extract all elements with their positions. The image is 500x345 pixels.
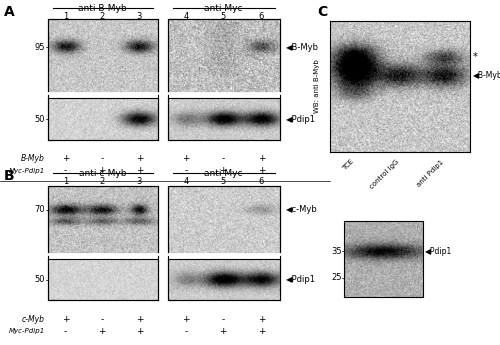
Text: ◀Pdip1: ◀Pdip1 [425, 247, 452, 256]
Text: +: + [98, 166, 106, 175]
Text: 6: 6 [259, 12, 264, 21]
Text: 1: 1 [63, 177, 68, 186]
Text: 50: 50 [34, 275, 45, 284]
Text: ◀B-Myb: ◀B-Myb [472, 71, 500, 80]
Text: anti Pdip1: anti Pdip1 [416, 159, 445, 188]
Text: ◀c-Myb: ◀c-Myb [286, 205, 318, 214]
Text: 3: 3 [136, 177, 142, 186]
Text: -: - [222, 154, 225, 163]
Text: 5: 5 [220, 12, 226, 21]
Text: -: - [184, 327, 188, 336]
Text: -: - [184, 166, 188, 175]
Text: +: + [258, 154, 265, 163]
Text: +: + [258, 327, 265, 336]
Text: c-Myb: c-Myb [22, 315, 45, 324]
Text: 5: 5 [220, 177, 226, 186]
Text: anti B-Myb: anti B-Myb [78, 4, 127, 13]
Text: 4: 4 [184, 177, 188, 186]
Text: 70: 70 [34, 205, 45, 214]
Text: Myc-Pdip1: Myc-Pdip1 [9, 328, 45, 334]
Text: B: B [4, 169, 14, 183]
Bar [48, 19, 158, 140]
Bar [48, 186, 158, 300]
Text: Myc-Pdip1: Myc-Pdip1 [9, 168, 45, 174]
Text: anti c-Myb: anti c-Myb [79, 169, 126, 178]
Text: -: - [64, 166, 68, 175]
Text: 6: 6 [259, 177, 264, 186]
Text: control IgG: control IgG [368, 159, 400, 190]
Text: +: + [62, 315, 70, 324]
Text: anti Myc: anti Myc [204, 4, 243, 13]
Text: ◀Pdip1: ◀Pdip1 [286, 275, 316, 284]
Bar [168, 186, 280, 300]
Text: +: + [258, 166, 265, 175]
Text: -: - [222, 315, 225, 324]
Text: WB: anti B-Myb: WB: anti B-Myb [314, 59, 320, 113]
Text: TCE: TCE [342, 159, 355, 172]
Text: +: + [136, 315, 143, 324]
Text: ◀Pdip1: ◀Pdip1 [286, 115, 316, 124]
Text: 2: 2 [100, 12, 104, 21]
Bar [168, 19, 280, 140]
Text: B-Myb: B-Myb [21, 154, 45, 163]
Text: +: + [182, 315, 190, 324]
Text: 4: 4 [184, 12, 188, 21]
Text: +: + [62, 154, 70, 163]
Text: ◀B-Myb: ◀B-Myb [286, 43, 319, 52]
Text: 50: 50 [34, 115, 45, 124]
Text: -: - [100, 315, 103, 324]
Text: +: + [136, 154, 143, 163]
Text: +: + [258, 315, 265, 324]
Text: +: + [182, 154, 190, 163]
Text: 3: 3 [136, 12, 142, 21]
Text: 1: 1 [63, 12, 68, 21]
Text: +: + [136, 327, 143, 336]
Text: anti Myc: anti Myc [204, 169, 243, 178]
Text: -: - [100, 154, 103, 163]
Text: +: + [98, 327, 106, 336]
Text: +: + [220, 327, 227, 336]
Text: *: * [472, 52, 477, 62]
Text: 2: 2 [100, 177, 104, 186]
Text: +: + [136, 166, 143, 175]
Text: A: A [4, 5, 15, 19]
Text: -: - [64, 327, 68, 336]
Text: 25: 25 [331, 273, 342, 282]
Text: +: + [220, 166, 227, 175]
Text: 95: 95 [34, 43, 45, 52]
Text: C: C [318, 5, 328, 19]
Text: 35: 35 [331, 247, 342, 256]
